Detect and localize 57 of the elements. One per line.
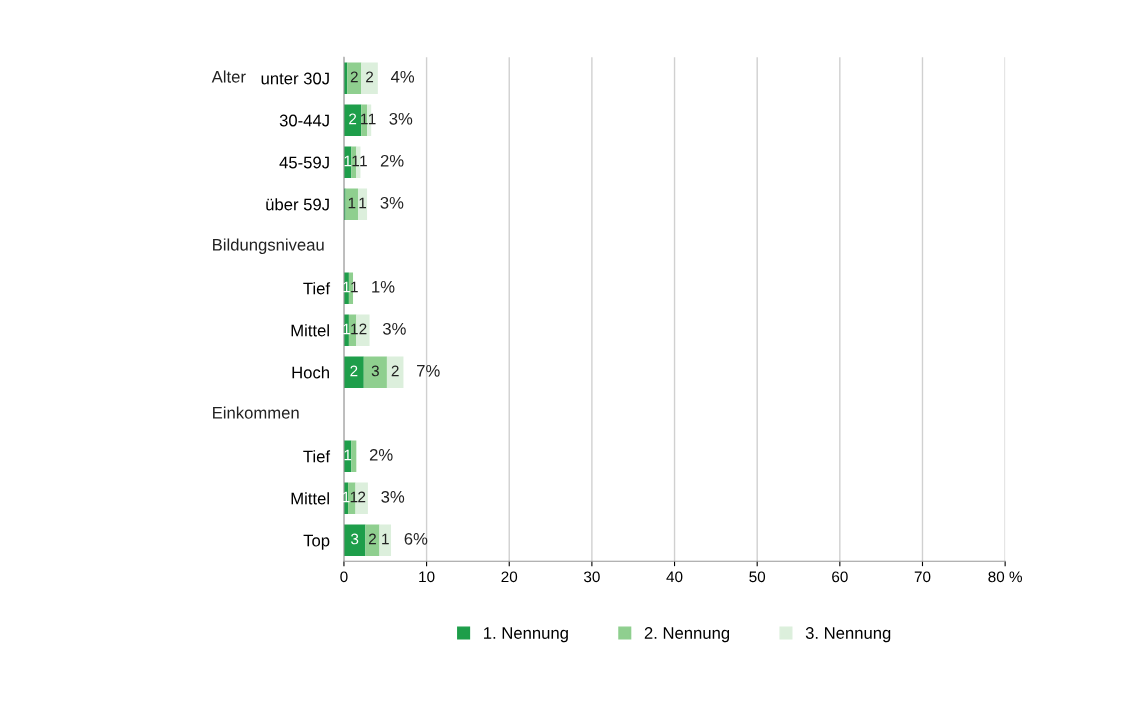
data-label: 1 — [359, 197, 367, 209]
y-tick-label: 30-44J — [279, 114, 329, 127]
data-label: 2 — [350, 365, 358, 377]
y-tick-label: Tief — [303, 450, 331, 463]
x-tick-label: 0 — [340, 571, 348, 583]
total-label: 4% — [390, 70, 415, 83]
data-label: 1 — [344, 449, 352, 461]
y-tick-label: Hoch — [292, 366, 329, 379]
y-tick-label: Tief — [303, 282, 331, 295]
total-label: 3% — [389, 112, 413, 125]
y-tick-label: unter 30J — [261, 72, 329, 85]
text: Alter — [211, 70, 246, 83]
y-tick-label: Top — [303, 534, 330, 550]
total-label: 2% — [369, 448, 393, 461]
x-tick-label: 30 — [583, 571, 600, 583]
data-label: 1 — [351, 281, 358, 293]
legend-label: 1. Nennung — [484, 627, 568, 643]
total-label: 2% — [380, 154, 404, 167]
total-label: 3% — [382, 322, 406, 335]
total-label: 1% — [372, 280, 395, 293]
total-label: 7% — [417, 364, 440, 377]
total-label: 3% — [381, 490, 405, 503]
data-label: 2 — [350, 71, 358, 83]
data-label: 3 — [371, 365, 379, 377]
x-tick-label: 60 — [832, 571, 848, 583]
data-label: 1 — [360, 155, 367, 167]
y-tick-label: Mittel — [291, 492, 329, 505]
x-tick-label: 10 — [419, 571, 435, 583]
data-label: 2 — [349, 113, 357, 125]
text: Einkommen — [213, 406, 299, 419]
data-label: 1 — [351, 323, 358, 335]
data-label: 2 — [391, 365, 399, 377]
data-label: 3 — [351, 533, 359, 545]
data-label: 1 — [382, 533, 389, 545]
data-label: 2 — [368, 533, 376, 545]
data-label: 1 — [368, 113, 376, 125]
x-tick-label: 50 — [749, 571, 766, 583]
total-label: 3% — [380, 196, 404, 209]
y-tick-label: 45-59J — [279, 156, 329, 169]
y-tick-label: Mittel — [291, 324, 329, 337]
x-tick-label: 20 — [501, 571, 518, 583]
legend-label: 3. Nennung — [805, 627, 891, 643]
legend-label: 2. Nennung — [644, 627, 730, 643]
y-tick-label: über 59J — [266, 198, 329, 211]
x-tick-label: 40 — [666, 571, 683, 583]
data-label: 1 — [348, 197, 356, 209]
data-label: 2 — [358, 491, 366, 503]
data-label: 1 — [350, 491, 358, 503]
data-label: 1 — [344, 155, 352, 167]
data-label: 1 — [361, 113, 368, 125]
total-label: 6% — [404, 532, 428, 545]
x-tick-label: 70 — [914, 571, 931, 583]
data-label: 1 — [352, 155, 360, 167]
data-label: 2 — [359, 323, 367, 335]
text: Bildungsniveau — [213, 238, 324, 254]
x-tick-label: 80 % — [988, 571, 1023, 583]
data-label: 2 — [366, 71, 374, 83]
